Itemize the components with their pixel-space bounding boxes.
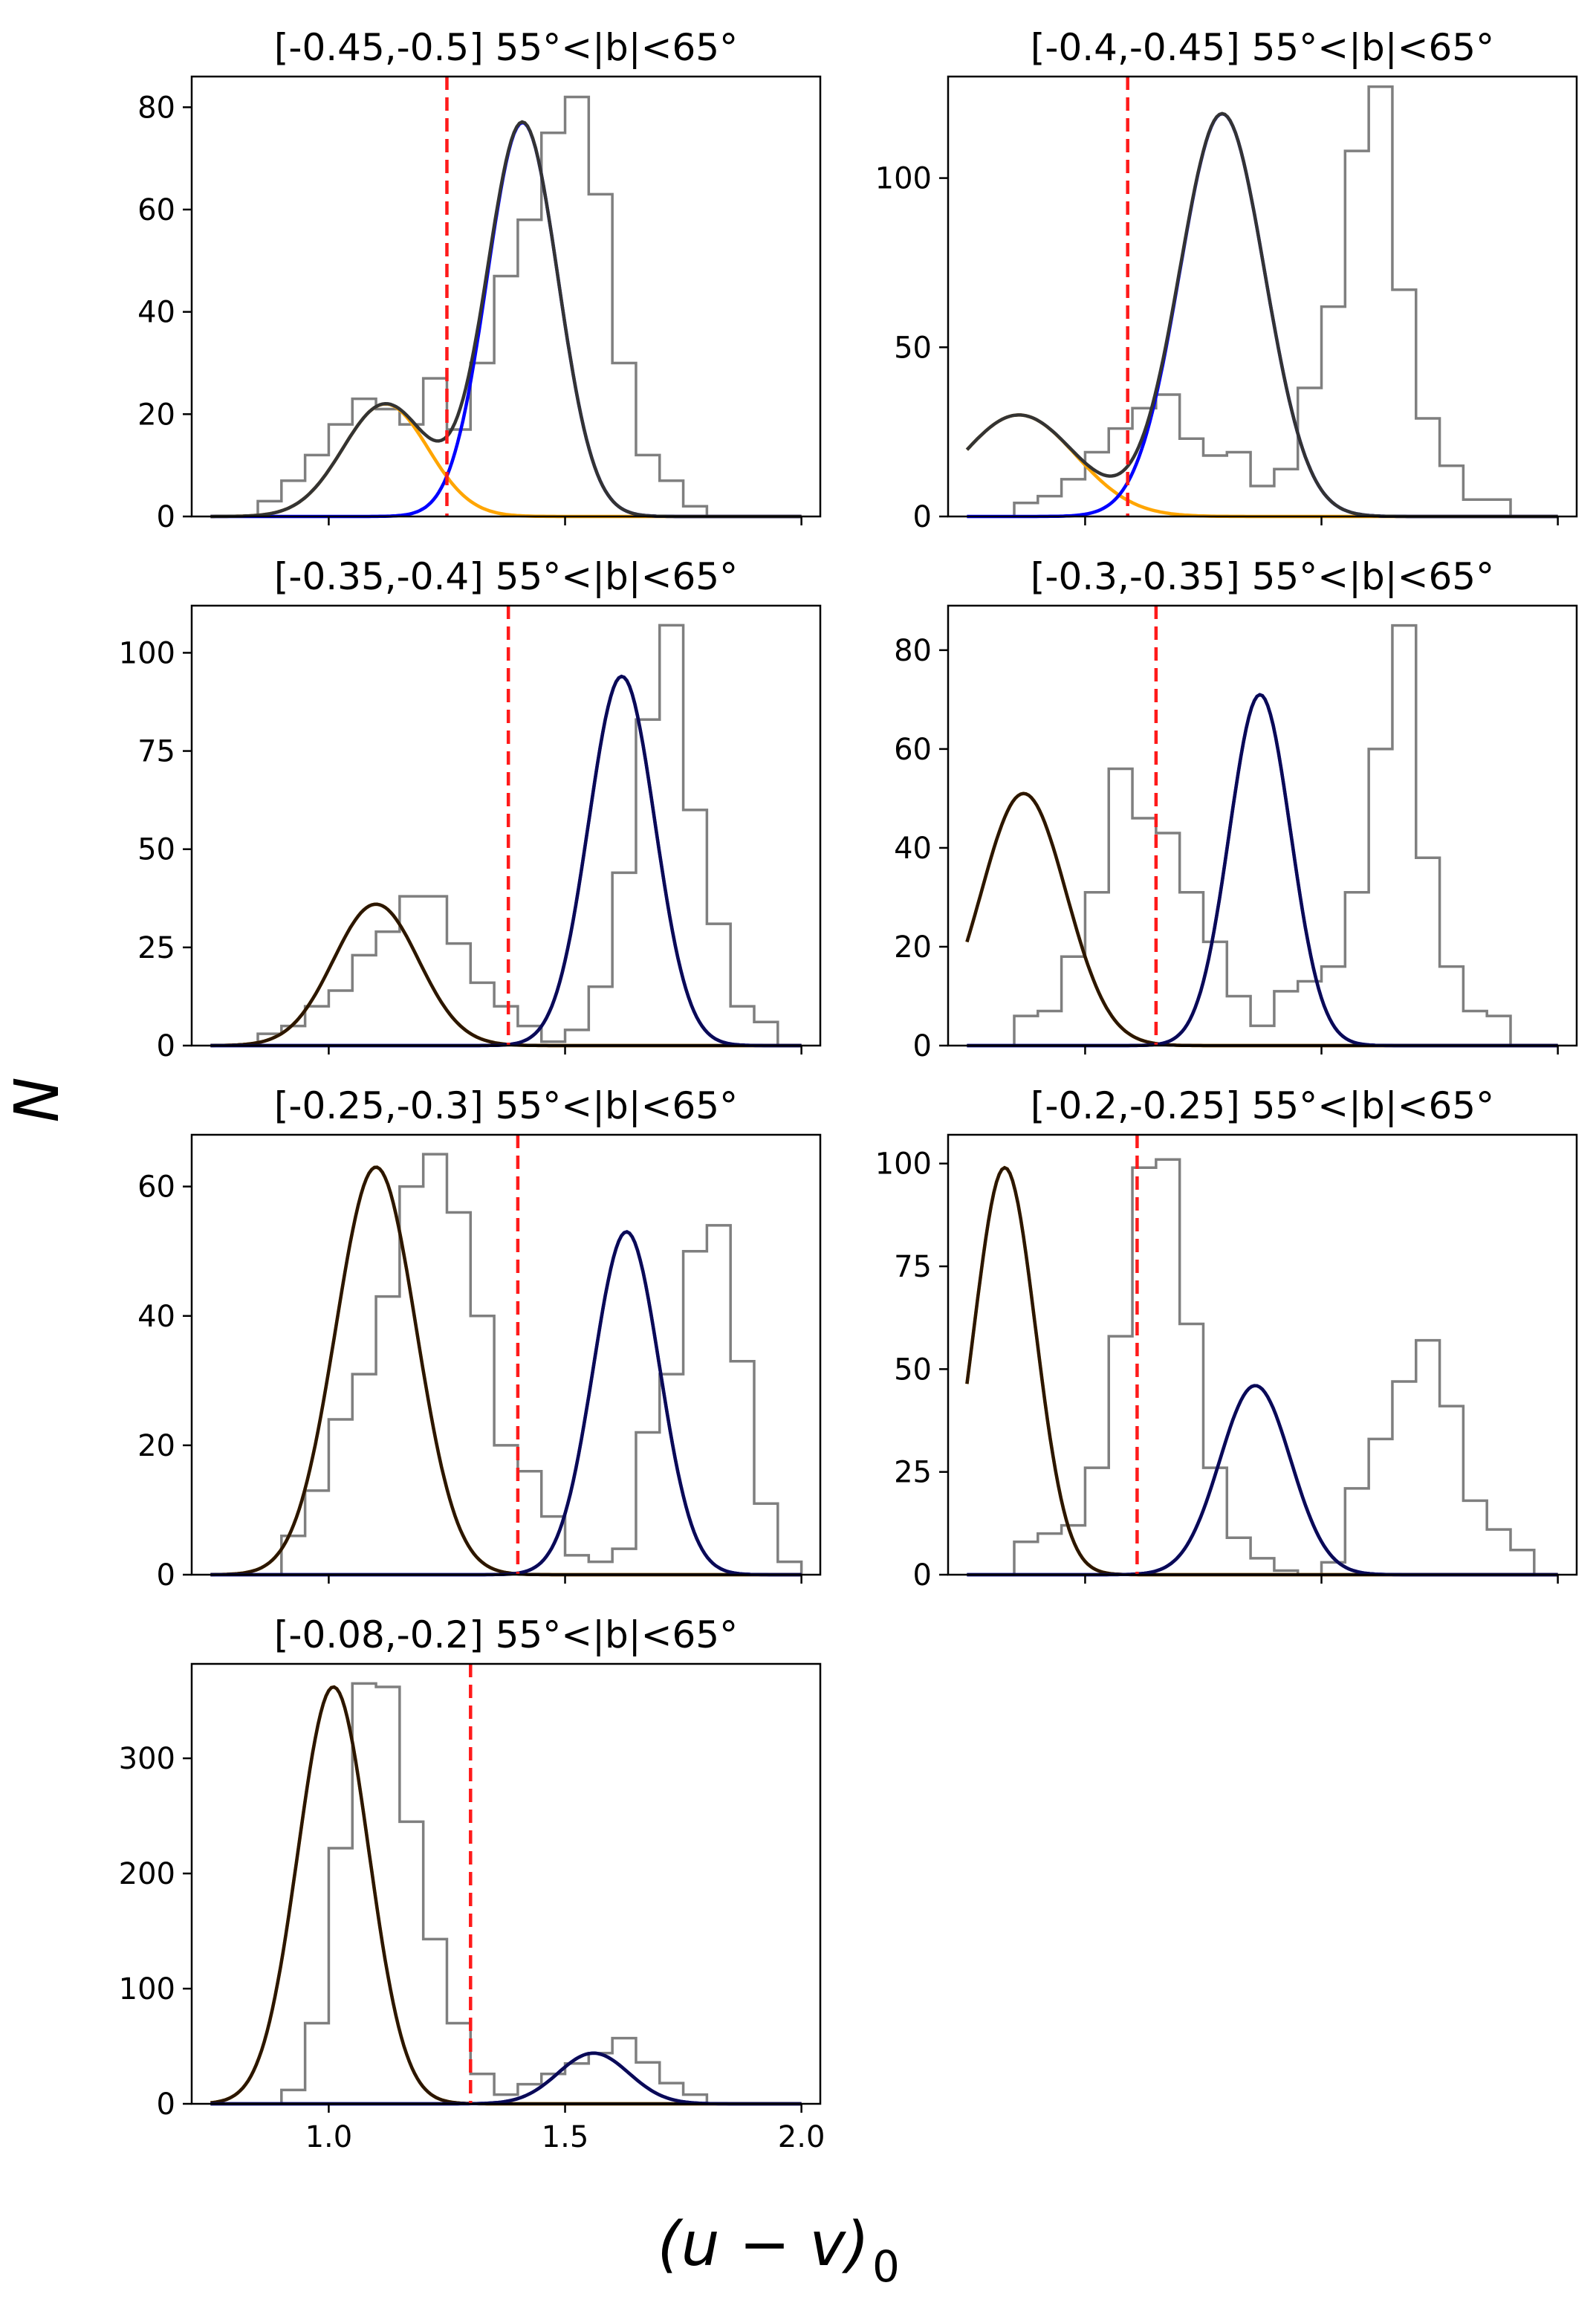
gaussian-component-1 [210, 902, 802, 1048]
panel-title: [-0.45,-0.5] 55°<|b|<65° [274, 26, 738, 69]
y-tick-label: 200 [119, 1857, 175, 1891]
panel-title: [-0.2,-0.25] 55°<|b|<65° [1031, 1084, 1494, 1127]
gaussian-component-1 [210, 1165, 802, 1577]
y-tick-label: 25 [894, 1456, 932, 1490]
y-tick-label: 75 [137, 735, 175, 769]
gaussian-red-sequence [965, 413, 1558, 519]
gaussian-blue-cloud [210, 120, 802, 519]
plot-frame [947, 1133, 1578, 1576]
panel-7: 0 100 200 300 1.0 1.5 2.0 [-0.08,-0.2] 55°<|b|<… [119, 1613, 825, 2154]
plot-frame [190, 604, 822, 1047]
y-tick-label: 40 [137, 1300, 175, 1334]
y-tick-label: 50 [137, 833, 175, 867]
y-tick-label: 60 [894, 733, 932, 767]
gaussian-blue-tail [210, 2051, 802, 2106]
x-axis-label-main: (u − v) [658, 2209, 869, 2280]
panel-4: 0 20 40 60 80 [-0.3,-0.35] 55°<|b|<65° [894, 555, 1578, 1063]
gaussian-blue-tail [967, 693, 1558, 1048]
y-tick-label: 50 [894, 1353, 932, 1387]
panel-1: 0 20 40 60 80 [-0.45,-0.5] 55°<|b|<65° [137, 26, 822, 534]
gaussian-component-2 [967, 693, 1558, 1048]
x-axis-label-subscript: 0 [872, 2241, 900, 2292]
gaussian-blue-tail [210, 1230, 802, 1577]
gaussian-sum [965, 111, 1558, 519]
y-tick-label: 20 [894, 930, 932, 965]
panel-title: [-0.08,-0.2] 55°<|b|<65° [274, 1613, 738, 1656]
gaussian-component-2 [210, 1230, 802, 1577]
histogram-steps [967, 1158, 1558, 1576]
histogram-steps [210, 95, 802, 518]
x-tick-label: 2.0 [778, 2120, 825, 2154]
x-axis-label: (u − v) [658, 2209, 869, 2280]
y-tick-label: 75 [894, 1250, 932, 1284]
y-axis-label: N [2, 1077, 73, 1122]
plot-frame [947, 75, 1578, 518]
y-tick-label: 100 [875, 162, 932, 196]
y-tick-label: 300 [119, 1742, 175, 1776]
y-tick-label: 60 [137, 193, 175, 227]
gaussian-blue-tail [967, 1384, 1558, 1577]
y-tick-label: 0 [157, 2087, 175, 2122]
y-tick-label: 60 [137, 1170, 175, 1205]
panel-title: [-0.25,-0.3] 55°<|b|<65° [274, 1084, 738, 1127]
gaussian-blue-tail [210, 674, 802, 1048]
y-tick-label: 0 [157, 500, 175, 534]
y-tick-label: 40 [137, 296, 175, 330]
gaussian-orange-tail [965, 1165, 1558, 1577]
x-tick-label: 1.0 [305, 2120, 353, 2154]
panel-6: 0 25 50 75 100 [-0.2,-0.25] 55°<|b|<65° [875, 1084, 1578, 1593]
y-tick-label: 0 [913, 1558, 932, 1593]
y-tick-label: 0 [913, 1029, 932, 1063]
panel-2: 0 50 100 [-0.4,-0.45] 55°<|b|<65° [875, 26, 1578, 534]
plot-frame [190, 1662, 822, 2105]
gaussian-component-1 [965, 1165, 1558, 1577]
panel-title: [-0.3,-0.35] 55°<|b|<65° [1031, 555, 1494, 598]
plot-frame [190, 1133, 822, 1576]
y-tick-label: 100 [119, 1972, 175, 2006]
plot-frame [190, 75, 822, 518]
gaussian-component-2 [210, 674, 802, 1048]
panel-5: 0 20 40 60 [-0.25,-0.3] 55°<|b|<65° [137, 1084, 822, 1593]
y-tick-label: 25 [137, 931, 175, 965]
y-tick-label: 50 [894, 331, 932, 365]
plot-frame [947, 604, 1578, 1047]
panel-3: 0 25 50 75 100 [-0.35,-0.4] 55°<|b|<65° [119, 555, 822, 1063]
histogram-steps [967, 85, 1558, 518]
gaussian-component-2 [210, 2051, 802, 2106]
histogram-steps [967, 623, 1558, 1047]
gaussian-component-1 [965, 791, 1558, 1048]
y-tick-label: 0 [913, 500, 932, 534]
gaussian-blue-cloud [967, 111, 1558, 519]
y-tick-label: 100 [119, 636, 175, 670]
y-tick-label: 0 [157, 1029, 175, 1063]
y-tick-label: 0 [157, 1558, 175, 1593]
y-tick-label: 80 [894, 634, 932, 668]
gaussian-component-2 [967, 1384, 1558, 1577]
histogram-steps [210, 1682, 802, 2105]
gaussian-orange-tail [210, 902, 802, 1048]
gaussian-orange-tail [965, 791, 1558, 1048]
gaussian-orange-tail [210, 1685, 802, 2106]
y-tick-label: 100 [875, 1147, 932, 1182]
panel-title: [-0.4,-0.45] 55°<|b|<65° [1031, 26, 1494, 69]
x-tick-label: 1.5 [542, 2120, 589, 2154]
y-tick-label: 40 [894, 832, 932, 866]
y-tick-label: 20 [137, 1429, 175, 1463]
histogram-steps [210, 623, 802, 1047]
y-tick-label: 80 [137, 91, 175, 125]
gaussian-sum [210, 120, 802, 519]
panel-title: [-0.35,-0.4] 55°<|b|<65° [274, 555, 738, 598]
y-tick-label: 20 [137, 398, 175, 432]
gaussian-red-sequence [210, 402, 802, 519]
gaussian-component-1 [210, 1685, 802, 2106]
